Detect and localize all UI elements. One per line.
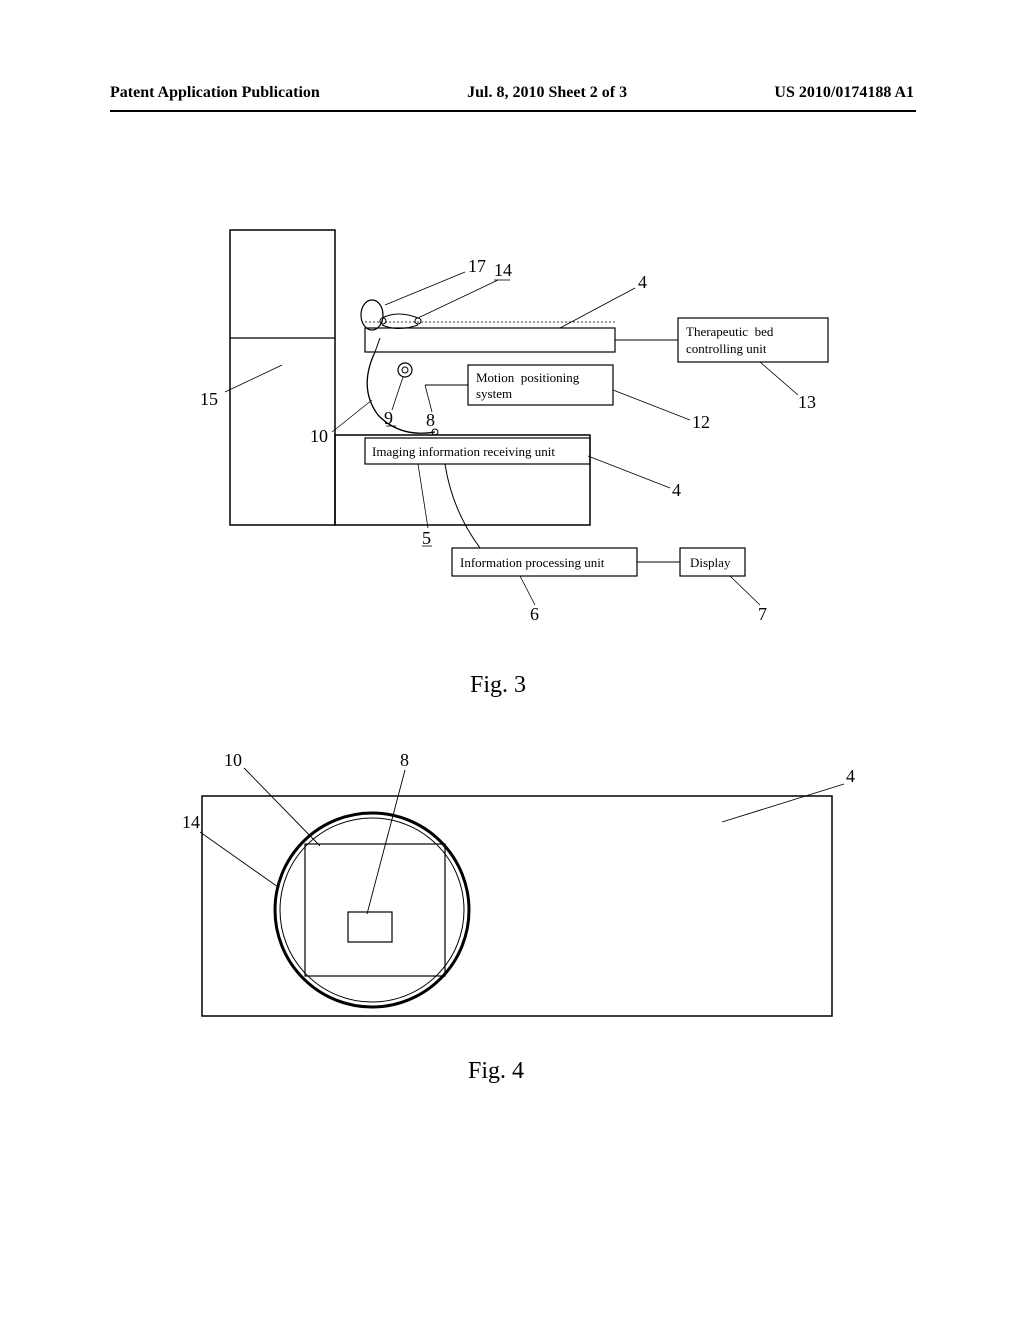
leader-17 (385, 272, 465, 305)
leader-12 (613, 390, 690, 420)
leader-7 (730, 576, 760, 605)
outer-rect (202, 796, 832, 1016)
figure-3-diagram: Therapeutic bed controlling unit Motion … (200, 210, 860, 630)
ref-12: 12 (692, 412, 710, 432)
ref-17: 17 (468, 256, 486, 276)
leader-13 (760, 362, 798, 395)
leader-8 (367, 770, 405, 914)
ref-4b: 4 (672, 480, 681, 500)
imaging-label: Imaging information receiving unit (372, 444, 555, 459)
leader-14 (200, 832, 278, 887)
arm-1 (382, 314, 418, 318)
ref-14: 14 (182, 812, 200, 832)
lens-inner (402, 367, 408, 373)
ref-7: 7 (758, 604, 767, 624)
leader-10 (332, 400, 372, 432)
lens-outer (398, 363, 412, 377)
therapeutic-bed-label-2: controlling unit (686, 341, 767, 356)
ref-10: 10 (310, 426, 328, 446)
header-divider (110, 110, 916, 112)
small-rect (348, 912, 392, 942)
header-left: Patent Application Publication (110, 84, 320, 102)
header-right: US 2010/0174188 A1 (774, 84, 914, 102)
leader-9 (392, 377, 403, 410)
leader-15 (225, 365, 282, 392)
leader-6 (520, 576, 535, 605)
ref-5: 5 (422, 528, 431, 548)
ref-4: 4 (846, 766, 855, 786)
frame-vertical (230, 230, 335, 525)
leader-8 (425, 385, 432, 412)
page: Patent Application Publication Jul. 8, 2… (0, 0, 1024, 1320)
figure-4-label: Fig. 4 (468, 1058, 524, 1085)
ref-13: 13 (798, 392, 816, 412)
ref-4a: 4 (638, 272, 647, 292)
leader-14 (418, 280, 498, 318)
figure-4-diagram: 10 8 14 4 (182, 752, 862, 1042)
circle-inner-ring (280, 818, 464, 1002)
leader-5 (418, 464, 428, 528)
info-proc-label: Information processing unit (460, 555, 605, 570)
bed-plate (365, 328, 615, 352)
treatment-head (361, 300, 383, 330)
motion-pos-label-1: Motion positioning (476, 370, 580, 385)
leader-4b (588, 456, 670, 488)
ref-8: 8 (426, 410, 435, 430)
motion-pos-label-2: system (476, 386, 512, 401)
page-header: Patent Application Publication Jul. 8, 2… (110, 84, 914, 102)
ref-10: 10 (224, 752, 242, 770)
leader-10 (244, 768, 320, 846)
ref-8: 8 (400, 752, 409, 770)
inner-square (305, 844, 445, 976)
header-center: Jul. 8, 2010 Sheet 2 of 3 (467, 84, 627, 102)
figure-3-label: Fig. 3 (470, 672, 526, 699)
ref-9: 9 (384, 408, 393, 428)
display-label: Display (690, 555, 731, 570)
joint-2 (415, 318, 421, 324)
conn-img-proc (445, 464, 480, 548)
circle-outer (275, 813, 469, 1007)
ref-6: 6 (530, 604, 539, 624)
leader-4 (722, 784, 844, 822)
arm-stub (375, 338, 380, 352)
ref-14: 14 (494, 260, 512, 280)
therapeutic-bed-label-1: Therapeutic bed (686, 324, 774, 339)
ref-15: 15 (200, 389, 218, 409)
